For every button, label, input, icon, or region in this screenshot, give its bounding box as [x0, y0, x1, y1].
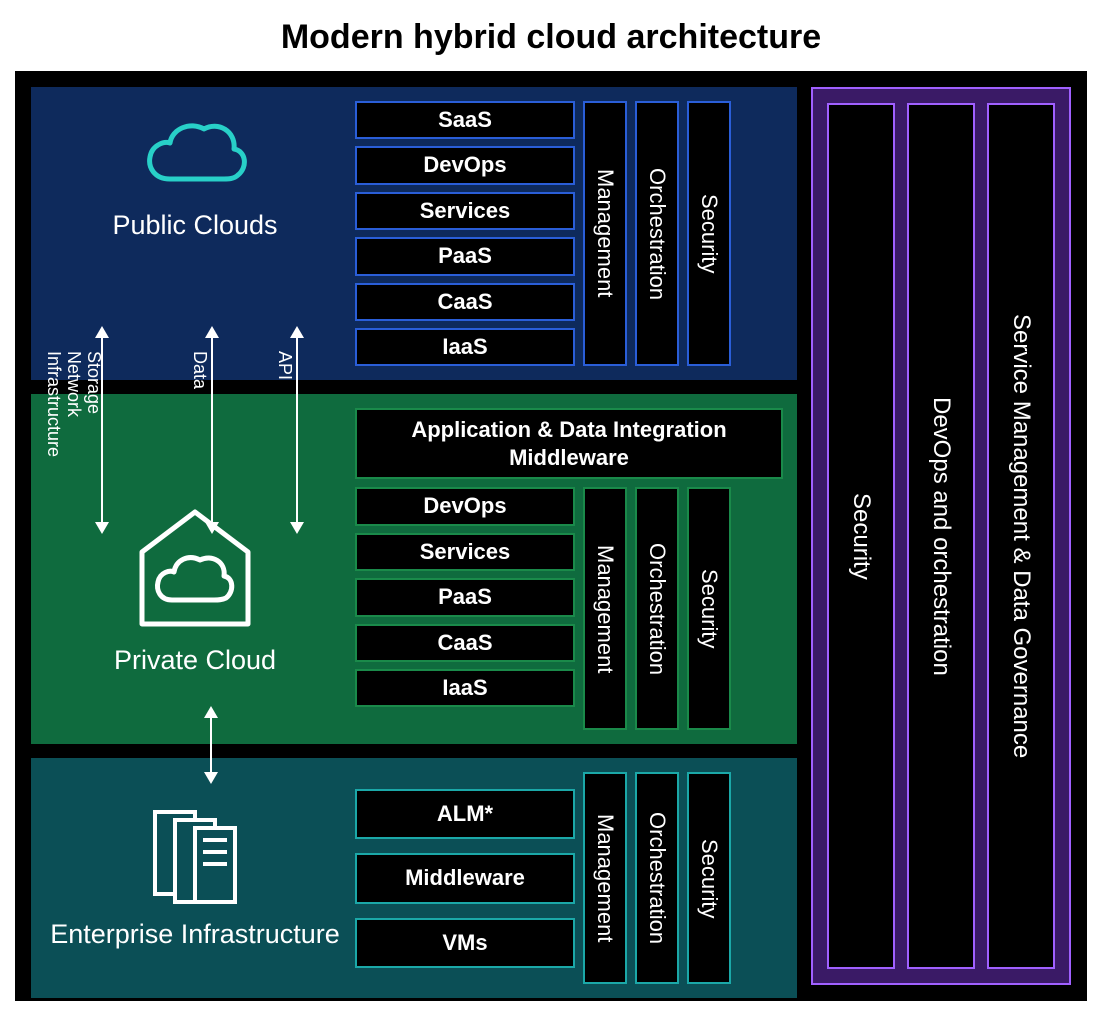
private-label: Private Cloud [114, 644, 276, 676]
house-cloud-icon [130, 502, 260, 632]
right-security: Security [827, 103, 895, 969]
private-stack-paas: PaaS [355, 578, 575, 616]
diagram-frame: Public Clouds SaaS DevOps Services PaaS … [15, 71, 1087, 1001]
enterprise-stack-middleware: Middleware [355, 853, 575, 903]
private-stack-devops: DevOps [355, 487, 575, 525]
enterprise-stack-alm: ALM* [355, 789, 575, 839]
private-icon-col: Private Cloud [45, 408, 345, 730]
enterprise-stack-vms: VMs [355, 918, 575, 968]
enterprise-vert-security: Security [687, 772, 731, 984]
private-stack-services: Services [355, 533, 575, 571]
private-vert-orchestration: Orchestration [635, 487, 679, 730]
enterprise-stack-col: ALM* Middleware VMs [355, 772, 575, 984]
private-vert-security: Security [687, 487, 731, 730]
private-inner-row: DevOps Services PaaS CaaS IaaS Managemen… [355, 487, 783, 730]
diagram-title: Modern hybrid cloud architecture [0, 0, 1102, 71]
public-vert-security: Security [687, 101, 731, 366]
public-stack-devops: DevOps [355, 146, 575, 184]
right-service-mgmt: Service Management & Data Governance [987, 103, 1055, 969]
enterprise-vert-orchestration: Orchestration [635, 772, 679, 984]
private-stack-iaas: IaaS [355, 669, 575, 707]
public-icon-col: Public Clouds [45, 101, 345, 366]
private-stack-col: DevOps Services PaaS CaaS IaaS [355, 487, 575, 730]
right-devops-orchestration: DevOps and orchestration [907, 103, 975, 969]
panel-private-cloud: Private Cloud Application & Data Integra… [31, 394, 797, 744]
left-column: Public Clouds SaaS DevOps Services PaaS … [31, 87, 797, 985]
public-stack-col: SaaS DevOps Services PaaS CaaS IaaS [355, 101, 575, 366]
enterprise-stack-group: ALM* Middleware VMs Management Orchestra… [355, 772, 783, 984]
public-stack-group: SaaS DevOps Services PaaS CaaS IaaS Mana… [355, 101, 783, 366]
public-label: Public Clouds [112, 209, 277, 241]
right-column: Security DevOps and orchestration Servic… [811, 87, 1071, 985]
private-middleware: Application & Data Integration Middlewar… [355, 408, 783, 479]
public-vert-orchestration: Orchestration [635, 101, 679, 366]
public-stack-services: Services [355, 192, 575, 230]
public-stack-iaas: IaaS [355, 328, 575, 366]
public-stack-paas: PaaS [355, 237, 575, 275]
enterprise-vert-management: Management [583, 772, 627, 984]
panel-enterprise: Enterprise Infrastructure ALM* Middlewar… [31, 758, 797, 998]
enterprise-label: Enterprise Infrastructure [50, 918, 340, 950]
servers-icon [149, 806, 241, 906]
public-vert-management: Management [583, 101, 627, 366]
private-stack-caas: CaaS [355, 624, 575, 662]
private-vert-management: Management [583, 487, 627, 730]
enterprise-icon-col: Enterprise Infrastructure [45, 772, 345, 984]
public-stack-caas: CaaS [355, 283, 575, 321]
panel-public-clouds: Public Clouds SaaS DevOps Services PaaS … [31, 87, 797, 380]
public-stack-saas: SaaS [355, 101, 575, 139]
private-stack-group: Application & Data Integration Middlewar… [355, 408, 783, 730]
cloud-icon [140, 117, 250, 197]
